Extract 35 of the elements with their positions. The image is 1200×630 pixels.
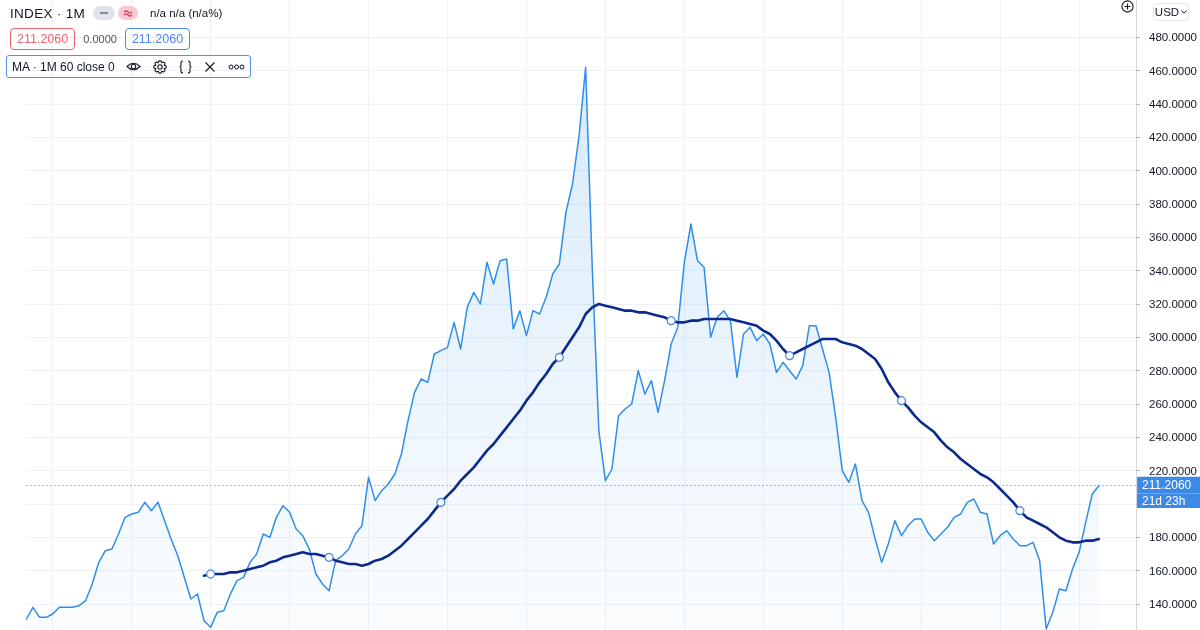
y-tick-label: 140.0000 [1149,598,1197,610]
y-tick-label: 480.0000 [1149,31,1197,44]
point [896,396,907,406]
annotation: 211.2060 [124,28,191,50]
line-series [202,302,1101,577]
point [1015,506,1025,516]
y-tick-label: 420.0000 [1149,131,1197,144]
annotation: 211.2060 [10,28,76,50]
text: USD [1154,6,1180,18]
y-tick-label: 220.0000 [1149,464,1197,477]
y-tick-label: 360.0000 [1149,231,1197,244]
y-tick-label: 300.0000 [1149,331,1197,344]
annotation: MA · 1M 60 close 0 [12,59,115,74]
text: 21d 23h [1142,494,1186,508]
y-tick-label: 180.0000 [1149,531,1197,544]
y-tick-label: 400.0000 [1149,164,1197,177]
point [324,552,334,562]
y-tick-label: 460.0000 [1149,64,1197,77]
point [554,352,564,362]
y-tick-label: 280.0000 [1149,364,1197,377]
y-tick-label: 160.0000 [1149,564,1197,577]
y-tick-label: 320.0000 [1149,298,1197,310]
y-tick-label: 440.0000 [1149,98,1197,110]
annotation: 0.0000 [83,33,117,45]
point [436,497,446,507]
y-tick-label: 380.0000 [1149,198,1197,210]
annotation: n/a n/a (n/a%) [150,7,223,19]
y-tick-label: 260.0000 [1149,398,1197,410]
point [206,569,216,579]
point [785,351,795,361]
point [666,316,676,326]
chart-title: INDEX · 1M [10,5,86,21]
ref-line-label: 211.2060 [1142,478,1192,493]
y-tick-label: 340.0000 [1149,264,1197,277]
y-tick-label: 240.0000 [1149,431,1197,444]
